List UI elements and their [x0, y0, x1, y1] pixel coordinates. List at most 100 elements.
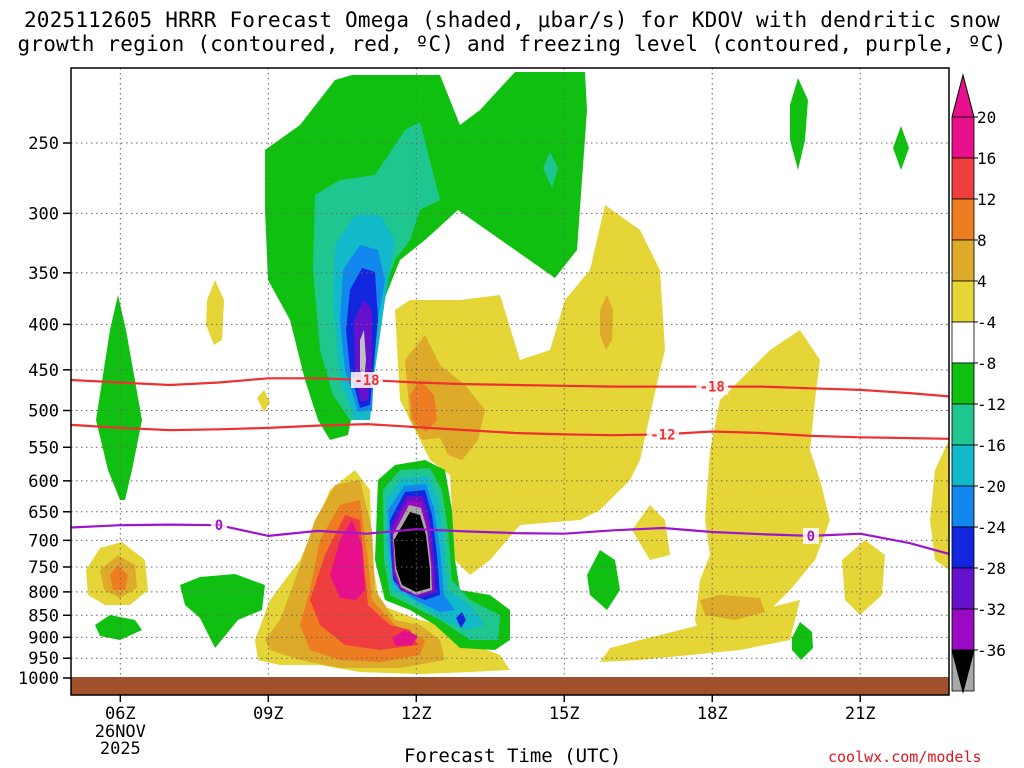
y-tick-label: 850	[28, 606, 59, 626]
colorbar-bottom-arrow	[951, 649, 975, 694]
x-tick-label: 09Z	[253, 704, 284, 724]
colorbar-label: 12	[977, 190, 996, 209]
x-year-label: 2025	[100, 739, 141, 759]
colorbar-bin	[951, 198, 975, 241]
colorbar-label: 8	[977, 231, 987, 250]
x-tick-label: 06Z	[105, 704, 136, 724]
omega-shaded-field	[86, 72, 949, 674]
omega-region-green-left	[96, 295, 142, 500]
omega-region-black-core	[394, 512, 430, 592]
omega-region-magenta-cell	[392, 630, 418, 646]
chart-title: 2025112605 HRRR Forecast Omega (shaded, …	[0, 8, 1024, 56]
y-tick-label: 400	[28, 315, 59, 335]
y-axis: 2503003504004505005506006507007508008509…	[18, 134, 71, 689]
colorbar-bin	[951, 116, 975, 159]
omega-region-yellow-edge	[930, 440, 949, 570]
omega-region-yellow-dot	[257, 390, 270, 412]
colorbar-label: -4	[977, 313, 996, 332]
y-tick-label: 900	[28, 628, 59, 648]
colorbar-bin	[951, 362, 975, 405]
x-tick-label: 15Z	[549, 704, 580, 724]
ground-strip	[71, 677, 949, 695]
colorbar-bin	[951, 444, 975, 487]
colorbar-label: -12	[977, 395, 1006, 414]
omega-region-yellow-east-2	[842, 540, 885, 615]
y-tick-label: 600	[28, 472, 59, 492]
contour-label: -12	[650, 427, 675, 443]
contour-dendritic-top	[71, 377, 949, 398]
omega-region-green-cell-1	[790, 78, 808, 170]
contour-layer: -18 -18 -12 0 0	[71, 371, 949, 555]
colorbar: 20 16 12 8 4 -4 -8 -12 -16 -20 -24 -28 -32 -36	[951, 73, 1006, 694]
colorbar-top-arrow	[951, 73, 975, 118]
colorbar-label: -16	[977, 436, 1006, 455]
omega-region-green-cell-2	[893, 126, 909, 170]
contour-label-bg	[802, 527, 819, 544]
omega-region-teal-cell	[543, 152, 558, 188]
omega-region-orange-east	[700, 595, 765, 620]
plot-frame	[70, 67, 950, 696]
omega-region-orange-cell	[600, 295, 613, 350]
omega-region-green-cell-3	[180, 574, 265, 648]
colorbar-bin	[951, 321, 975, 364]
y-tick-label: 350	[28, 264, 59, 284]
colorbar-bin	[951, 280, 975, 323]
omega-region-red-sw	[110, 565, 128, 590]
x-tick-label: 18Z	[697, 704, 728, 724]
colorbar-label: 20	[977, 108, 996, 127]
colorbar-label: -24	[977, 518, 1006, 537]
colorbar-label: -28	[977, 559, 1006, 578]
omega-region-yellow-cell	[206, 280, 224, 345]
omega-region-grey-upper	[360, 330, 366, 380]
y-tick-label: 750	[28, 558, 59, 578]
colorbar-label: 4	[977, 272, 987, 291]
y-tick-label: 650	[28, 503, 59, 523]
y-tick-label: 800	[28, 583, 59, 603]
colorbar-bin	[951, 485, 975, 528]
contour-label: -18	[354, 373, 379, 389]
y-tick-label: 300	[28, 204, 59, 224]
omega-region-green-cell-5	[587, 550, 620, 610]
contour-label-bg	[646, 426, 679, 443]
credit-text: coolwx.com/models	[828, 748, 982, 766]
colorbar-label: -8	[977, 354, 996, 373]
x-date-label: 26NOV	[95, 722, 146, 742]
y-tick-label: 550	[28, 438, 59, 458]
y-tick-label: 500	[28, 402, 59, 422]
chart-title-line-1: 2025112605 HRRR Forecast Omega (shaded, …	[23, 8, 1001, 32]
colorbar-label: -36	[977, 641, 1006, 660]
omega-region-yellow-main	[395, 205, 665, 575]
contour-label: 0	[215, 518, 223, 534]
omega-region-green-cell-6	[792, 622, 813, 660]
colorbar-label: -32	[977, 600, 1006, 619]
y-tick-label: 700	[28, 531, 59, 551]
colorbar-bin	[951, 567, 975, 610]
contour-dendritic-bottom	[71, 422, 949, 440]
colorbar-bin	[951, 526, 975, 569]
colorbar-bin	[951, 239, 975, 282]
omega-region-green-cell-4	[95, 615, 142, 640]
omega-region-yellow-mid	[632, 505, 670, 560]
colorbar-bin	[951, 608, 975, 651]
chart-title-line-2: growth region (contoured, red, ºC) and f…	[17, 32, 1007, 56]
x-axis-title: Forecast Time (UTC)	[404, 745, 622, 767]
contour-label: -18	[700, 380, 725, 396]
omega-region-blue-cell	[456, 612, 466, 628]
colorbar-label: 16	[977, 149, 996, 168]
y-tick-label: 250	[28, 134, 59, 154]
x-tick-label: 12Z	[401, 704, 432, 724]
colorbar-bin	[951, 403, 975, 446]
colorbar-label: -20	[977, 477, 1006, 496]
x-tick-label: 21Z	[845, 704, 876, 724]
colorbar-bin	[951, 157, 975, 200]
contour-label: 0	[807, 529, 815, 545]
y-tick-label: 1000	[18, 669, 59, 689]
contour-label-bg	[210, 517, 227, 534]
contour-label-bg	[350, 371, 383, 388]
y-tick-label: 950	[28, 649, 59, 669]
y-tick-label: 450	[28, 361, 59, 381]
contour-label-bg	[696, 378, 729, 395]
grid-lines	[71, 68, 949, 695]
